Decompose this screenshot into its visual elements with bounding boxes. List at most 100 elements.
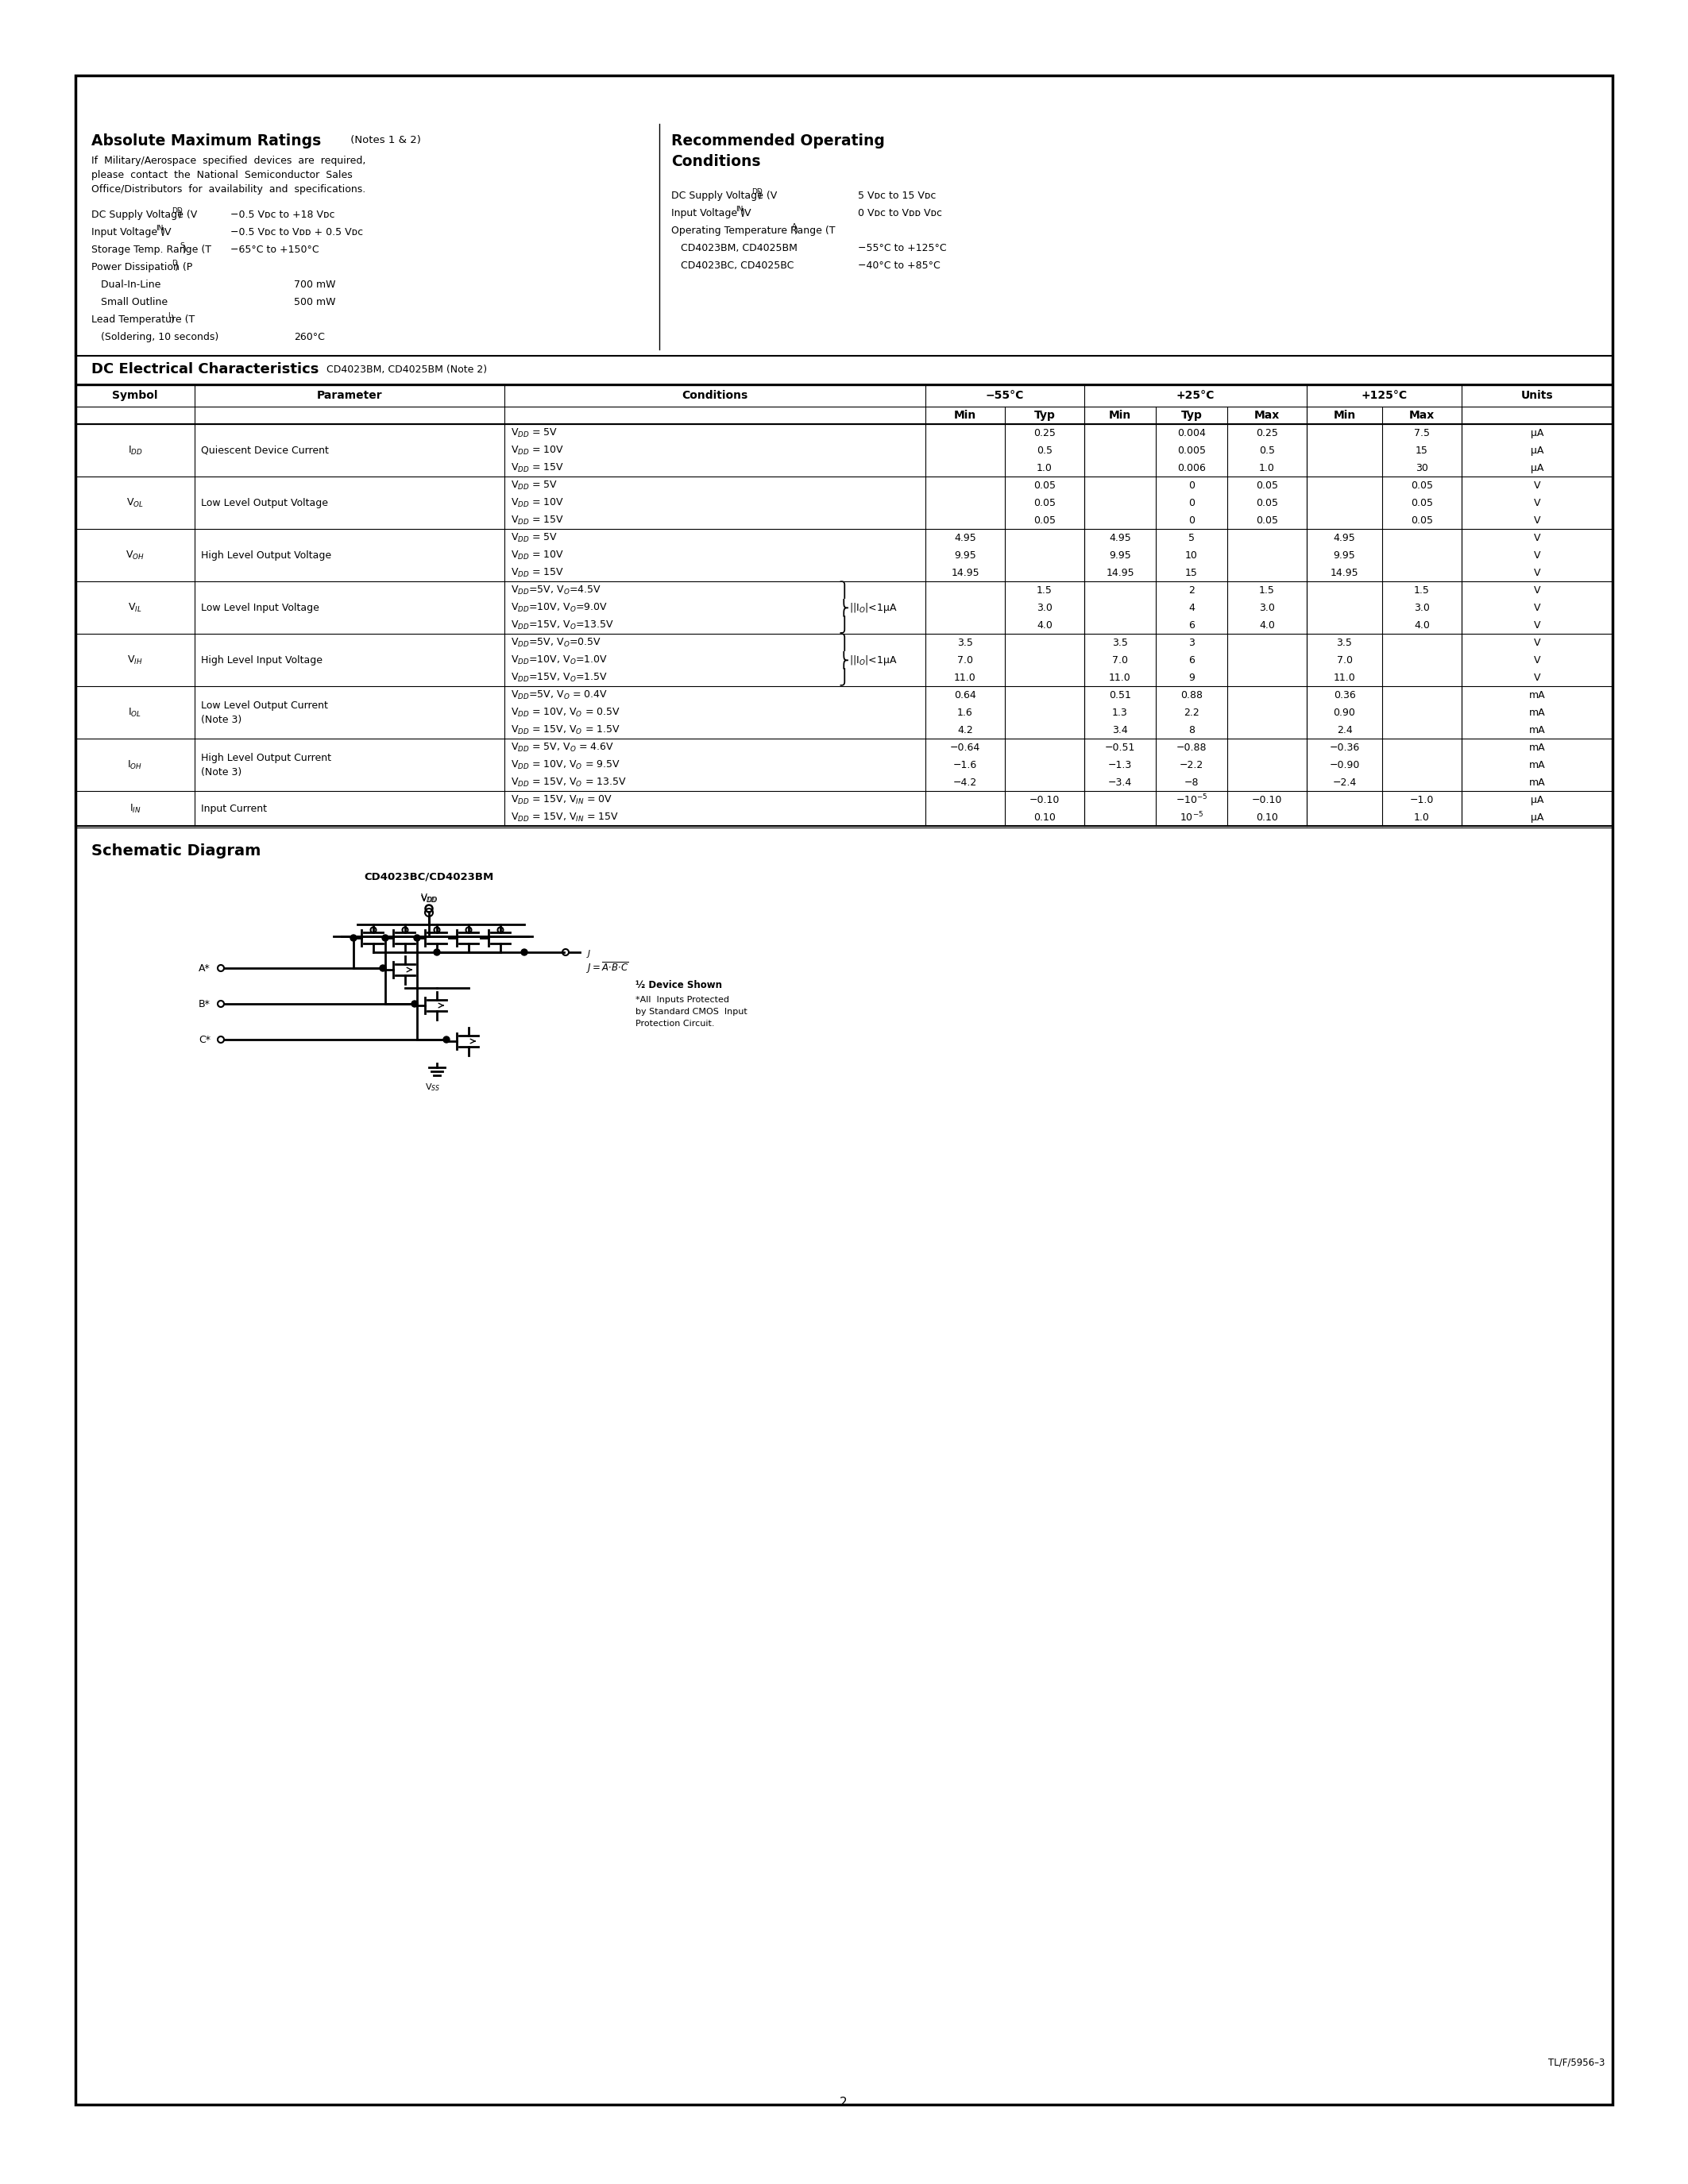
Text: 0.64: 0.64 [954, 690, 976, 701]
Text: ): ) [182, 245, 186, 256]
Text: V: V [1534, 585, 1541, 596]
Text: V$_{DD}$=5V, V$_O$ = 0.4V: V$_{DD}$=5V, V$_O$ = 0.4V [511, 688, 608, 701]
Text: ⎭: ⎭ [837, 668, 849, 686]
Text: 2: 2 [1188, 585, 1195, 596]
Text: V$_{DD}$ = 5V: V$_{DD}$ = 5V [511, 426, 559, 439]
Text: V: V [1534, 498, 1541, 509]
Text: 0: 0 [1188, 498, 1195, 509]
Text: 0 Vᴅᴄ to Vᴅᴅ Vᴅᴄ: 0 Vᴅᴄ to Vᴅᴅ Vᴅᴄ [858, 207, 942, 218]
Text: 3.5: 3.5 [1337, 638, 1352, 649]
Text: −0.5 Vᴅᴄ to +18 Vᴅᴄ: −0.5 Vᴅᴄ to +18 Vᴅᴄ [230, 210, 334, 221]
Text: 1.5: 1.5 [1259, 585, 1274, 596]
Text: 0.25: 0.25 [1033, 428, 1055, 439]
Text: I$_{OH}$: I$_{OH}$ [128, 758, 142, 771]
Text: 2: 2 [841, 2097, 847, 2108]
Text: 0.05: 0.05 [1411, 498, 1433, 509]
Text: 0.004: 0.004 [1177, 428, 1205, 439]
Circle shape [381, 935, 388, 941]
Text: 0.51: 0.51 [1109, 690, 1131, 701]
Text: V: V [1534, 568, 1541, 579]
Text: I$_{DD}$: I$_{DD}$ [128, 443, 142, 456]
Text: Protection Circuit.: Protection Circuit. [635, 1020, 714, 1029]
Text: V$_{OL}$: V$_{OL}$ [127, 496, 143, 509]
Text: Conditions: Conditions [682, 391, 748, 402]
Text: 1.5: 1.5 [1415, 585, 1430, 596]
Text: If  Military/Aerospace  specified  devices  are  required,: If Military/Aerospace specified devices … [91, 155, 366, 166]
Text: DC Supply Voltage (V: DC Supply Voltage (V [672, 190, 776, 201]
Text: −0.5 Vᴅᴄ to Vᴅᴅ + 0.5 Vᴅᴄ: −0.5 Vᴅᴄ to Vᴅᴅ + 0.5 Vᴅᴄ [230, 227, 363, 238]
Text: V$_{DD}$ = 10V: V$_{DD}$ = 10V [511, 548, 564, 561]
Text: Units: Units [1521, 391, 1553, 402]
Text: Low Level Input Voltage: Low Level Input Voltage [201, 603, 319, 614]
Text: V: V [1534, 550, 1541, 561]
Text: 11.0: 11.0 [954, 673, 976, 684]
Text: Low Level Output Voltage: Low Level Output Voltage [201, 498, 327, 509]
Text: 4.95: 4.95 [1334, 533, 1355, 544]
Text: 10$^{-5}$: 10$^{-5}$ [1180, 810, 1204, 823]
Text: Typ: Typ [1182, 411, 1202, 422]
Text: CD4023BC/CD4023BM: CD4023BC/CD4023BM [365, 871, 495, 882]
Text: mA: mA [1529, 760, 1545, 771]
Text: I$_{OL}$: I$_{OL}$ [128, 705, 142, 719]
Text: 0: 0 [1188, 515, 1195, 526]
Text: μA: μA [1531, 463, 1543, 474]
Text: Max: Max [1254, 411, 1280, 422]
Text: ): ) [177, 210, 182, 221]
Text: 0.25: 0.25 [1256, 428, 1278, 439]
Text: −1.6: −1.6 [954, 760, 977, 771]
Text: −2.4: −2.4 [1332, 778, 1357, 788]
Text: 4.95: 4.95 [1109, 533, 1131, 544]
Text: 6: 6 [1188, 655, 1195, 666]
Text: 1.0: 1.0 [1259, 463, 1274, 474]
Text: High Level Output Current: High Level Output Current [201, 753, 331, 762]
Circle shape [380, 965, 387, 972]
Text: Recommended Operating: Recommended Operating [672, 133, 885, 149]
Text: V: V [1534, 638, 1541, 649]
Text: V$_{DD}$=5V, V$_O$=0.5V: V$_{DD}$=5V, V$_O$=0.5V [511, 636, 601, 649]
Text: 6: 6 [1188, 620, 1195, 631]
Text: V$_{DD}$=15V, V$_O$=1.5V: V$_{DD}$=15V, V$_O$=1.5V [511, 670, 608, 684]
Text: 14.95: 14.95 [950, 568, 979, 579]
Text: 8: 8 [1188, 725, 1195, 736]
Text: 1.5: 1.5 [1036, 585, 1053, 596]
Text: ||I$_O$|<1μA: ||I$_O$|<1μA [849, 653, 898, 666]
Text: V$_{DD}$ = 10V: V$_{DD}$ = 10V [511, 496, 564, 509]
Text: CD4023BM, CD4025BM: CD4023BM, CD4025BM [672, 242, 797, 253]
Text: ): ) [162, 227, 165, 238]
Text: (Note 3): (Note 3) [201, 767, 241, 778]
Text: mA: mA [1529, 690, 1545, 701]
Text: Min: Min [954, 411, 976, 422]
Text: mA: mA [1529, 778, 1545, 788]
Text: +25°C: +25°C [1177, 391, 1215, 402]
Text: 4.0: 4.0 [1415, 620, 1430, 631]
Text: High Level Output Voltage: High Level Output Voltage [201, 550, 331, 561]
Text: Min: Min [1334, 411, 1355, 422]
Text: 4.0: 4.0 [1259, 620, 1274, 631]
Text: 5 Vᴅᴄ to 15 Vᴅᴄ: 5 Vᴅᴄ to 15 Vᴅᴄ [858, 190, 937, 201]
Text: Conditions: Conditions [672, 155, 761, 168]
Text: μA: μA [1531, 428, 1543, 439]
Text: A*: A* [199, 963, 211, 974]
Text: Max: Max [1409, 411, 1435, 422]
Text: 9.95: 9.95 [954, 550, 976, 561]
Text: 4.95: 4.95 [954, 533, 976, 544]
Text: ⎬: ⎬ [837, 651, 849, 668]
Text: ||I$_O$|<1μA: ||I$_O$|<1μA [849, 601, 898, 614]
Circle shape [434, 950, 441, 954]
Text: 0.10: 0.10 [1256, 812, 1278, 823]
Text: V$_{DD}$ = 10V, V$_O$ = 9.5V: V$_{DD}$ = 10V, V$_O$ = 9.5V [511, 758, 621, 771]
Text: B*: B* [199, 998, 211, 1009]
Text: I$_{IN}$: I$_{IN}$ [130, 802, 140, 815]
Text: IN: IN [155, 225, 164, 232]
Text: 7.0: 7.0 [957, 655, 972, 666]
Text: D: D [172, 260, 177, 266]
Text: 700 mW: 700 mW [294, 280, 336, 290]
Text: −2.2: −2.2 [1180, 760, 1204, 771]
Text: Schematic Diagram: Schematic Diagram [91, 843, 262, 858]
Circle shape [412, 1000, 419, 1007]
Text: −65°C to +150°C: −65°C to +150°C [230, 245, 319, 256]
Text: S: S [179, 242, 184, 249]
Text: V$_{OH}$: V$_{OH}$ [125, 548, 145, 561]
Text: 0.90: 0.90 [1334, 708, 1355, 719]
Text: μA: μA [1531, 446, 1543, 456]
